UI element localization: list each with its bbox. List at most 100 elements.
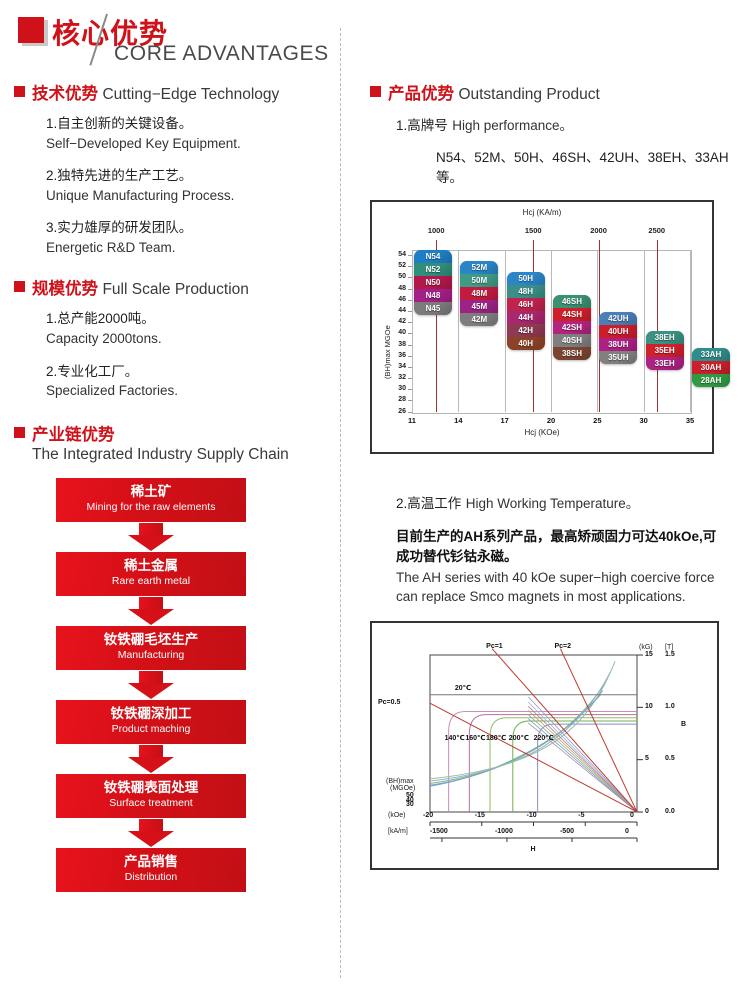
para-cn-1: 目前生产的AH系列产品，最高矫顽固力可达40kOe,可 xyxy=(396,529,717,545)
flow-step-cn: 钕铁硼深加工 xyxy=(110,705,192,721)
section-title-cn: 产业链优势 xyxy=(32,425,115,444)
item-en: Self−Developed Key Equipment. xyxy=(46,135,241,151)
x-tick-koe-0: -20 xyxy=(423,811,434,819)
grade-chip: 38EH xyxy=(645,331,684,345)
grade-chip: 42H xyxy=(506,324,545,338)
grade-chip: 38SH xyxy=(553,346,591,360)
chart-y-tick xyxy=(408,344,412,346)
flow-step-cn: 稀土矿 xyxy=(130,483,172,499)
chart-gridline xyxy=(597,249,599,412)
grade-chip: N50 xyxy=(414,276,452,290)
chart-x-tick-label: 30 xyxy=(639,415,648,425)
item-cn: 2.高温工作 xyxy=(396,495,462,511)
page-header: 核心优势 CORE ADVANTAGES xyxy=(14,13,344,70)
section-full-scale-production: 规模优势 Full Scale Production xyxy=(0,275,340,299)
grade-cluster: 42UH 40UH 38UH 35UH xyxy=(599,311,638,364)
grade-chip: 38UH xyxy=(599,337,638,351)
flow-arrow-down-icon xyxy=(56,670,246,700)
x-tick-kam-2: -500 xyxy=(559,827,574,835)
chart-y-tick xyxy=(408,288,412,290)
grade-chip: 42UH xyxy=(599,311,638,325)
product-item-1: 1.高牌号 High performance。 xyxy=(370,116,750,136)
item-cn: 1.高牌号 xyxy=(396,118,448,133)
flow-step-en: Distribution xyxy=(124,871,178,884)
grade-chip: 48H xyxy=(506,285,545,299)
temp-label-5: 220℃ xyxy=(533,735,554,743)
grade-cluster: N54 N52 N50 N48 N45 xyxy=(414,250,452,316)
flow-step-en: Surface treatment xyxy=(109,797,193,810)
y-tick-t-3: 1.5 xyxy=(665,650,675,658)
grade-chip: 44H xyxy=(506,311,545,325)
chart-top-tick-label: 2000 xyxy=(590,225,607,235)
bullet-square-icon xyxy=(14,281,25,293)
chart-y-tick-label: 28 xyxy=(398,396,406,404)
chart-y-tick-label: 48 xyxy=(398,284,406,292)
y-tick-kg-3: 15 xyxy=(645,650,653,658)
grade-chip: N54 xyxy=(414,250,452,264)
flow-step-box: 稀土金属 Rare earth metal xyxy=(56,551,246,596)
pc-label-2: Pc=2 xyxy=(554,642,572,650)
grade-cluster: 52M 50M 48M 45M 42M xyxy=(460,261,499,327)
chart-gridline xyxy=(458,249,460,412)
item-en: Specialized Factories. xyxy=(46,383,179,399)
list-item: 2.独特先进的生产工艺。 Unique Manufacturing Proces… xyxy=(46,166,340,205)
flow-arrow-down-icon xyxy=(56,818,246,848)
chart-y-tick-label: 32 xyxy=(398,374,406,382)
x-tick-koe-2: -10 xyxy=(526,811,537,819)
grade-chip: 35EH xyxy=(645,344,684,358)
grade-chip: 33AH xyxy=(692,347,730,361)
x-axis-label: H xyxy=(530,845,536,853)
left-column: 技术优势 Cutting−Edge Technology 1.自主创新的关键设备… xyxy=(0,80,340,892)
chart-y-tick-label: 38 xyxy=(398,340,406,348)
chart-y-tick xyxy=(408,366,412,368)
chart-y-tick xyxy=(408,411,412,413)
chart-x-tick-label: 25 xyxy=(593,415,602,425)
flow-step-en: Product maching xyxy=(111,723,191,736)
x-tick-koe-3: -5 xyxy=(578,811,585,819)
grade-cluster: 33AH 30AH 28AH xyxy=(692,347,730,387)
grade-chip: 50M xyxy=(460,274,499,288)
y-unit-kg: (kG) xyxy=(639,643,653,651)
product-item-2: 2.高温工作 High Working Temperature。 xyxy=(370,494,750,514)
grades-line: N54、52M、50H、46SH、42UH、38EH、33AH等。 xyxy=(436,149,729,185)
grade-chip: 42SH xyxy=(553,320,591,334)
grade-chip: 45M xyxy=(460,300,499,314)
grade-chip: 44SH xyxy=(553,307,591,321)
section-title-en: The Integrated Industry Supply Chain xyxy=(32,445,289,463)
pc-label-0: Pc=0.5 xyxy=(378,698,401,706)
grade-chip: 40H xyxy=(506,337,545,351)
flow-step-box: 钕铁硼毛坯生产 Manufacturing xyxy=(56,625,246,670)
chart-y-tick xyxy=(408,355,412,357)
chart-gridline xyxy=(551,249,552,412)
chart-y-tick-label: 34 xyxy=(398,362,406,370)
flow-arrow-down-icon xyxy=(56,596,246,626)
chart-top-axis-label: Hcj (KA/m) xyxy=(522,207,562,217)
chart-y-tick xyxy=(408,299,412,301)
x-unit-koe: (kOe) xyxy=(388,811,406,819)
x-tick-kam-3: 0 xyxy=(625,827,629,835)
grade-chip: N48 xyxy=(414,289,452,303)
flow-arrow-down-icon xyxy=(56,522,246,552)
bhmax-label-2: (MGOe) xyxy=(390,784,416,792)
grade-chip: N52 xyxy=(414,263,452,277)
section-title-cn: 技术优势 xyxy=(32,85,98,103)
grade-cluster: 38EH 35EH 33EH xyxy=(645,331,684,371)
grade-chip: 35UH xyxy=(599,350,638,364)
chart-y-tick xyxy=(408,322,412,324)
supply-chain-flowchart: 稀土矿 Mining for the raw elements 稀土金属 Rar… xyxy=(0,477,340,892)
y-tick-kg-0: 0 xyxy=(645,807,649,815)
chart-y-tick-label: 42 xyxy=(398,318,406,326)
para-en-1: The AH series with 40 kOe super−high coe… xyxy=(396,569,715,585)
chart-gridline xyxy=(643,249,645,412)
grade-chip: 52M xyxy=(460,261,499,275)
chart-y-tick-label: 40 xyxy=(398,329,406,337)
y-tick-kg-1: 5 xyxy=(645,755,649,763)
x-tick-koe-1: -15 xyxy=(474,811,485,819)
grade-chip: 28AH xyxy=(692,373,730,387)
pc-label-1: Pc=1 xyxy=(486,642,503,650)
flow-step-cn: 稀土金属 xyxy=(124,557,178,573)
flow-step-en: Rare earth metal xyxy=(111,575,191,588)
section-title-en: Full Scale Production xyxy=(102,281,249,299)
grade-chip: 40SH xyxy=(553,333,591,347)
grade-chip: 30AH xyxy=(692,360,730,374)
